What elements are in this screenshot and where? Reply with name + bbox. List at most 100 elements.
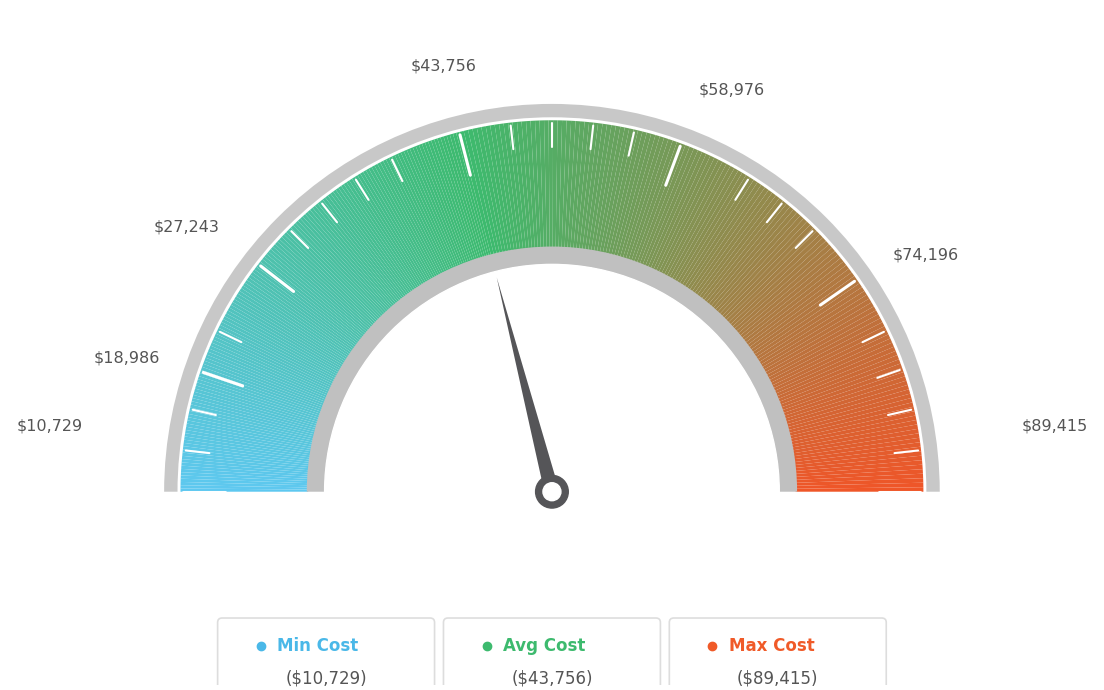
Wedge shape: [788, 402, 913, 436]
Wedge shape: [730, 237, 826, 327]
Wedge shape: [200, 370, 321, 414]
Wedge shape: [226, 310, 339, 375]
Wedge shape: [757, 291, 867, 362]
Wedge shape: [573, 121, 590, 249]
Wedge shape: [222, 319, 337, 380]
Text: ($89,415): ($89,415): [737, 669, 818, 687]
Wedge shape: [181, 466, 309, 477]
Wedge shape: [188, 417, 314, 445]
Wedge shape: [746, 268, 851, 348]
Wedge shape: [628, 139, 672, 262]
Wedge shape: [755, 287, 864, 360]
Wedge shape: [723, 228, 817, 321]
Wedge shape: [776, 346, 895, 400]
Wedge shape: [183, 440, 310, 460]
Wedge shape: [679, 175, 750, 286]
Wedge shape: [456, 132, 491, 256]
Wedge shape: [637, 144, 686, 264]
Wedge shape: [341, 184, 415, 291]
Wedge shape: [782, 368, 903, 413]
Wedge shape: [234, 296, 344, 366]
Wedge shape: [710, 210, 797, 308]
Wedge shape: [192, 398, 316, 433]
Wedge shape: [608, 130, 643, 255]
Wedge shape: [789, 406, 914, 439]
Wedge shape: [425, 141, 470, 263]
Wedge shape: [495, 124, 518, 251]
Wedge shape: [650, 152, 707, 270]
Wedge shape: [697, 193, 776, 297]
Wedge shape: [182, 453, 309, 469]
Wedge shape: [777, 351, 898, 402]
Wedge shape: [778, 355, 899, 405]
Wedge shape: [251, 272, 355, 349]
Wedge shape: [549, 120, 553, 248]
Wedge shape: [374, 164, 437, 277]
Wedge shape: [213, 337, 330, 392]
Wedge shape: [582, 123, 603, 250]
Wedge shape: [795, 460, 923, 474]
Wedge shape: [192, 395, 317, 431]
Wedge shape: [712, 213, 800, 310]
Wedge shape: [760, 299, 871, 368]
Wedge shape: [209, 346, 328, 398]
Wedge shape: [701, 198, 783, 301]
Wedge shape: [397, 152, 453, 270]
Wedge shape: [725, 231, 820, 323]
Wedge shape: [639, 145, 690, 266]
Wedge shape: [198, 376, 320, 418]
Wedge shape: [256, 264, 359, 344]
Wedge shape: [201, 367, 322, 412]
Wedge shape: [336, 188, 412, 293]
Wedge shape: [675, 170, 742, 282]
Text: Max Cost: Max Cost: [729, 637, 815, 655]
Wedge shape: [689, 185, 765, 292]
Wedge shape: [631, 141, 677, 262]
Wedge shape: [737, 251, 838, 336]
Wedge shape: [183, 446, 310, 464]
Wedge shape: [315, 204, 399, 304]
Wedge shape: [395, 154, 450, 271]
Wedge shape: [634, 142, 681, 264]
Wedge shape: [795, 473, 923, 483]
Wedge shape: [671, 168, 739, 281]
Wedge shape: [728, 235, 822, 325]
Wedge shape: [705, 204, 790, 305]
Wedge shape: [191, 401, 316, 435]
Wedge shape: [220, 322, 336, 382]
Wedge shape: [190, 408, 315, 439]
Wedge shape: [219, 325, 335, 384]
Wedge shape: [741, 258, 843, 341]
Wedge shape: [758, 295, 869, 365]
Wedge shape: [562, 121, 571, 248]
Circle shape: [535, 475, 569, 508]
Wedge shape: [699, 195, 779, 299]
Wedge shape: [282, 235, 376, 324]
Wedge shape: [180, 485, 308, 490]
Wedge shape: [526, 121, 538, 248]
Wedge shape: [564, 121, 575, 248]
Wedge shape: [658, 158, 719, 274]
Wedge shape: [242, 286, 349, 358]
Wedge shape: [486, 126, 511, 252]
Wedge shape: [535, 121, 544, 248]
Wedge shape: [499, 124, 520, 250]
Wedge shape: [214, 334, 331, 390]
Wedge shape: [206, 352, 327, 402]
Wedge shape: [743, 262, 847, 343]
Wedge shape: [308, 210, 393, 308]
Wedge shape: [354, 175, 424, 285]
Wedge shape: [508, 122, 527, 250]
Wedge shape: [531, 121, 541, 248]
Wedge shape: [217, 328, 333, 386]
Wedge shape: [749, 273, 854, 350]
Wedge shape: [268, 249, 368, 334]
Wedge shape: [195, 386, 318, 424]
Wedge shape: [669, 166, 734, 279]
Wedge shape: [372, 166, 435, 279]
Wedge shape: [785, 381, 907, 422]
Wedge shape: [774, 338, 892, 394]
Wedge shape: [762, 302, 874, 370]
Circle shape: [543, 483, 561, 501]
Wedge shape: [365, 168, 432, 281]
